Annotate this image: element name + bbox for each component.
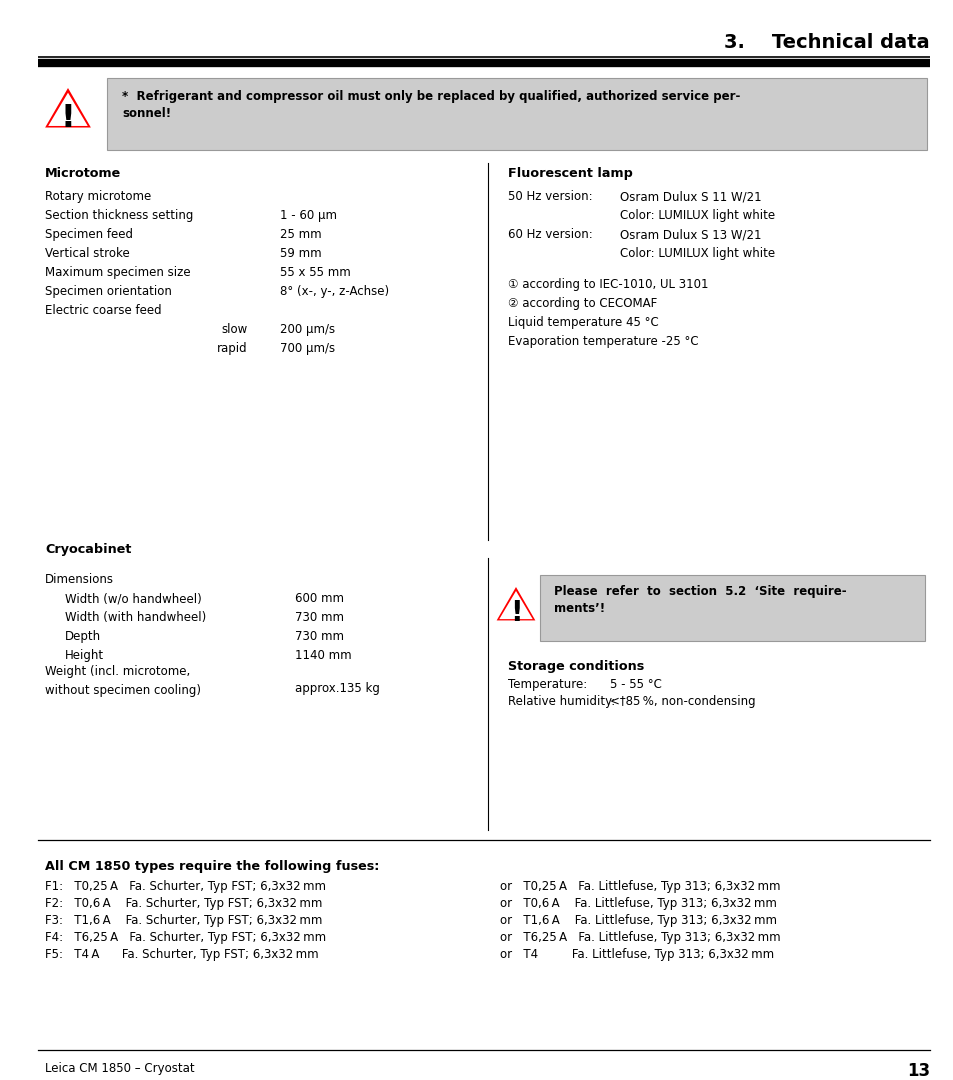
Text: 730 mm: 730 mm <box>294 630 344 643</box>
Text: 5 - 55 °C: 5 - 55 °C <box>609 678 661 691</box>
Text: Leica CM 1850 – Cryostat: Leica CM 1850 – Cryostat <box>45 1062 194 1075</box>
Text: Maximum specimen size: Maximum specimen size <box>45 266 191 279</box>
Text: Vertical stroke: Vertical stroke <box>45 247 130 260</box>
Text: Dimensions: Dimensions <box>45 573 113 586</box>
Text: Depth: Depth <box>65 630 101 643</box>
FancyBboxPatch shape <box>107 78 926 150</box>
Text: !: ! <box>61 104 75 134</box>
Text: *  Refrigerant and compressor oil must only be replaced by qualified, authorized: * Refrigerant and compressor oil must on… <box>122 90 740 103</box>
Text: 200 μm/s: 200 μm/s <box>280 323 335 336</box>
Text: 1 - 60 μm: 1 - 60 μm <box>280 210 336 222</box>
Text: !: ! <box>509 599 521 627</box>
Text: Electric coarse feed: Electric coarse feed <box>45 303 161 318</box>
Text: 700 μm/s: 700 μm/s <box>280 342 335 355</box>
Text: Height: Height <box>65 649 104 662</box>
Text: rapid: rapid <box>217 342 248 355</box>
Text: 1140 mm: 1140 mm <box>294 649 352 662</box>
Text: 8° (x-, y-, z-Achse): 8° (x-, y-, z-Achse) <box>280 285 389 298</box>
Text: 600 mm: 600 mm <box>294 592 344 605</box>
Polygon shape <box>49 93 88 126</box>
Text: Specimen orientation: Specimen orientation <box>45 285 172 298</box>
Text: 55 x 55 mm: 55 x 55 mm <box>280 266 351 279</box>
Text: Cryocabinet: Cryocabinet <box>45 543 132 556</box>
Text: Weight (incl. microtome,: Weight (incl. microtome, <box>45 665 190 678</box>
Text: Storage conditions: Storage conditions <box>507 660 643 673</box>
Text: ① according to IEC-1010, UL 3101: ① according to IEC-1010, UL 3101 <box>507 278 708 291</box>
Text: 730 mm: 730 mm <box>294 611 344 624</box>
Text: ments’!: ments’! <box>554 602 604 615</box>
Text: or   T0,6 A    Fa. Littlefuse, Typ 313; 6,3x32 mm: or T0,6 A Fa. Littlefuse, Typ 313; 6,3x3… <box>499 897 776 910</box>
Text: Color: LUMILUX light white: Color: LUMILUX light white <box>619 210 774 222</box>
Text: F4:   T6,25 A   Fa. Schurter, Typ FST; 6,3x32 mm: F4: T6,25 A Fa. Schurter, Typ FST; 6,3x3… <box>45 931 326 944</box>
Text: Section thickness setting: Section thickness setting <box>45 210 193 222</box>
Text: slow: slow <box>221 323 248 336</box>
Text: Specimen feed: Specimen feed <box>45 228 132 241</box>
Text: Please  refer  to  section  5.2  ‘Site  require-: Please refer to section 5.2 ‘Site requir… <box>554 585 845 598</box>
Text: 50 Hz version:: 50 Hz version: <box>507 190 592 203</box>
Text: F1:   T0,25 A   Fa. Schurter, Typ FST; 6,3x32 mm: F1: T0,25 A Fa. Schurter, Typ FST; 6,3x3… <box>45 880 326 893</box>
Text: Osram Dulux S 11 W/21: Osram Dulux S 11 W/21 <box>619 190 760 203</box>
Text: <†85 %, non-condensing: <†85 %, non-condensing <box>609 696 755 708</box>
Text: Width (w/o handwheel): Width (w/o handwheel) <box>65 592 201 605</box>
Text: or   T6,25 A   Fa. Littlefuse, Typ 313; 6,3x32 mm: or T6,25 A Fa. Littlefuse, Typ 313; 6,3x… <box>499 931 780 944</box>
Text: Fluorescent lamp: Fluorescent lamp <box>507 167 632 180</box>
Text: 60 Hz version:: 60 Hz version: <box>507 228 592 241</box>
Text: 25 mm: 25 mm <box>280 228 321 241</box>
Text: 3.    Technical data: 3. Technical data <box>723 32 929 52</box>
FancyBboxPatch shape <box>539 575 924 642</box>
Text: without specimen cooling): without specimen cooling) <box>45 684 201 697</box>
Text: Temperature:: Temperature: <box>507 678 587 691</box>
Text: ② according to CECOMAF: ② according to CECOMAF <box>507 297 657 310</box>
Text: Evaporation temperature -25 °C: Evaporation temperature -25 °C <box>507 335 698 348</box>
Text: 59 mm: 59 mm <box>280 247 321 260</box>
Text: Osram Dulux S 13 W/21: Osram Dulux S 13 W/21 <box>619 228 760 241</box>
Text: F5:   T4 A      Fa. Schurter, Typ FST; 6,3x32 mm: F5: T4 A Fa. Schurter, Typ FST; 6,3x32 m… <box>45 948 318 961</box>
Text: sonnel!: sonnel! <box>122 107 171 120</box>
Text: Relative humidity:: Relative humidity: <box>507 696 615 708</box>
Text: or   T4         Fa. Littlefuse, Typ 313; 6,3x32 mm: or T4 Fa. Littlefuse, Typ 313; 6,3x32 mm <box>499 948 773 961</box>
Polygon shape <box>498 591 532 619</box>
Text: 13: 13 <box>906 1062 929 1080</box>
Text: All CM 1850 types require the following fuses:: All CM 1850 types require the following … <box>45 860 379 873</box>
Polygon shape <box>497 588 535 620</box>
Text: Width (with handwheel): Width (with handwheel) <box>65 611 206 624</box>
Polygon shape <box>45 87 91 127</box>
Text: Rotary microtome: Rotary microtome <box>45 190 152 203</box>
Text: or   T1,6 A    Fa. Littlefuse, Typ 313; 6,3x32 mm: or T1,6 A Fa. Littlefuse, Typ 313; 6,3x3… <box>499 914 776 927</box>
Text: F3:   T1,6 A    Fa. Schurter, Typ FST; 6,3x32 mm: F3: T1,6 A Fa. Schurter, Typ FST; 6,3x32… <box>45 914 322 927</box>
Text: F2:   T0,6 A    Fa. Schurter, Typ FST; 6,3x32 mm: F2: T0,6 A Fa. Schurter, Typ FST; 6,3x32… <box>45 897 322 910</box>
Text: or   T0,25 A   Fa. Littlefuse, Typ 313; 6,3x32 mm: or T0,25 A Fa. Littlefuse, Typ 313; 6,3x… <box>499 880 780 893</box>
Text: approx.135 kg: approx.135 kg <box>294 681 379 696</box>
Text: Microtome: Microtome <box>45 167 121 180</box>
Text: Liquid temperature 45 °C: Liquid temperature 45 °C <box>507 316 659 329</box>
Text: Color: LUMILUX light white: Color: LUMILUX light white <box>619 247 774 260</box>
